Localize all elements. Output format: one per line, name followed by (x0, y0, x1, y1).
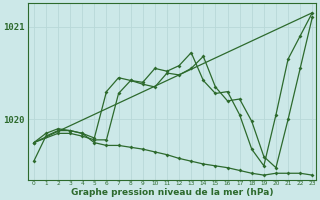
X-axis label: Graphe pression niveau de la mer (hPa): Graphe pression niveau de la mer (hPa) (71, 188, 273, 197)
